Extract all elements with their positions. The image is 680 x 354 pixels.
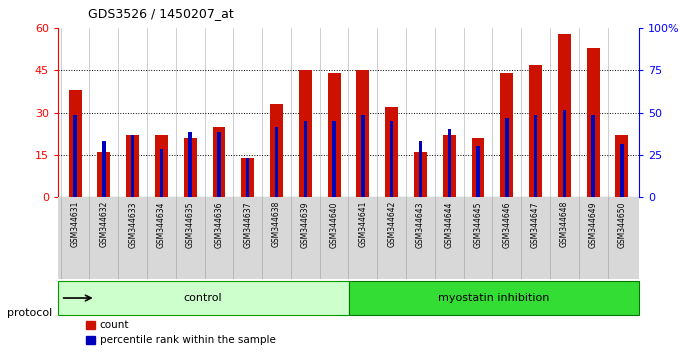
- Text: GSM344639: GSM344639: [301, 201, 310, 247]
- Text: GDS3526 / 1450207_at: GDS3526 / 1450207_at: [88, 7, 234, 20]
- Bar: [246, 158, 250, 197]
- Legend: count, percentile rank within the sample: count, percentile rank within the sample: [86, 320, 275, 346]
- Bar: [126, 135, 139, 197]
- Text: GSM344650: GSM344650: [617, 201, 626, 247]
- Text: GSM344636: GSM344636: [214, 201, 224, 247]
- Bar: [73, 115, 77, 197]
- Bar: [97, 152, 110, 197]
- Bar: [184, 138, 197, 197]
- FancyBboxPatch shape: [58, 281, 348, 315]
- Text: myostatin inhibition: myostatin inhibition: [438, 293, 549, 303]
- Bar: [447, 130, 451, 197]
- Text: GSM344643: GSM344643: [416, 201, 425, 247]
- Bar: [160, 149, 163, 197]
- Bar: [529, 65, 542, 197]
- Text: GSM344642: GSM344642: [387, 201, 396, 247]
- Bar: [217, 132, 221, 197]
- Bar: [620, 143, 624, 197]
- Bar: [275, 127, 278, 197]
- Text: GSM344646: GSM344646: [503, 201, 511, 247]
- Bar: [361, 115, 364, 197]
- Bar: [299, 70, 312, 197]
- Bar: [213, 127, 226, 197]
- Bar: [615, 135, 628, 197]
- Bar: [102, 141, 105, 197]
- Text: GSM344647: GSM344647: [531, 201, 540, 247]
- Text: GSM344638: GSM344638: [272, 201, 281, 247]
- Bar: [558, 34, 571, 197]
- Bar: [443, 135, 456, 197]
- Text: GSM344631: GSM344631: [71, 201, 80, 247]
- Text: GSM344633: GSM344633: [128, 201, 137, 247]
- Bar: [69, 90, 82, 197]
- Text: GSM344641: GSM344641: [358, 201, 367, 247]
- Text: GSM344632: GSM344632: [99, 201, 108, 247]
- Text: GSM344648: GSM344648: [560, 201, 569, 247]
- Bar: [303, 121, 307, 197]
- Bar: [587, 48, 600, 197]
- Bar: [419, 141, 422, 197]
- FancyBboxPatch shape: [348, 281, 639, 315]
- Text: GSM344649: GSM344649: [589, 201, 598, 247]
- Bar: [333, 121, 336, 197]
- Bar: [390, 121, 394, 197]
- Bar: [131, 135, 135, 197]
- Bar: [471, 138, 484, 197]
- Bar: [476, 146, 480, 197]
- Text: GSM344644: GSM344644: [445, 201, 454, 247]
- Text: GSM344637: GSM344637: [243, 201, 252, 247]
- Bar: [500, 73, 513, 197]
- Bar: [155, 135, 168, 197]
- Bar: [241, 158, 254, 197]
- Bar: [270, 104, 283, 197]
- Text: GSM344634: GSM344634: [157, 201, 166, 247]
- Bar: [328, 73, 341, 197]
- Text: GSM344645: GSM344645: [473, 201, 483, 247]
- Text: protocol: protocol: [7, 308, 52, 318]
- Bar: [188, 132, 192, 197]
- Text: GSM344635: GSM344635: [186, 201, 194, 247]
- Bar: [356, 70, 369, 197]
- Text: GSM344640: GSM344640: [330, 201, 339, 247]
- Bar: [592, 115, 595, 197]
- Bar: [505, 118, 509, 197]
- Bar: [534, 115, 537, 197]
- Bar: [414, 152, 427, 197]
- Bar: [562, 110, 566, 197]
- Text: control: control: [184, 293, 222, 303]
- Bar: [385, 107, 398, 197]
